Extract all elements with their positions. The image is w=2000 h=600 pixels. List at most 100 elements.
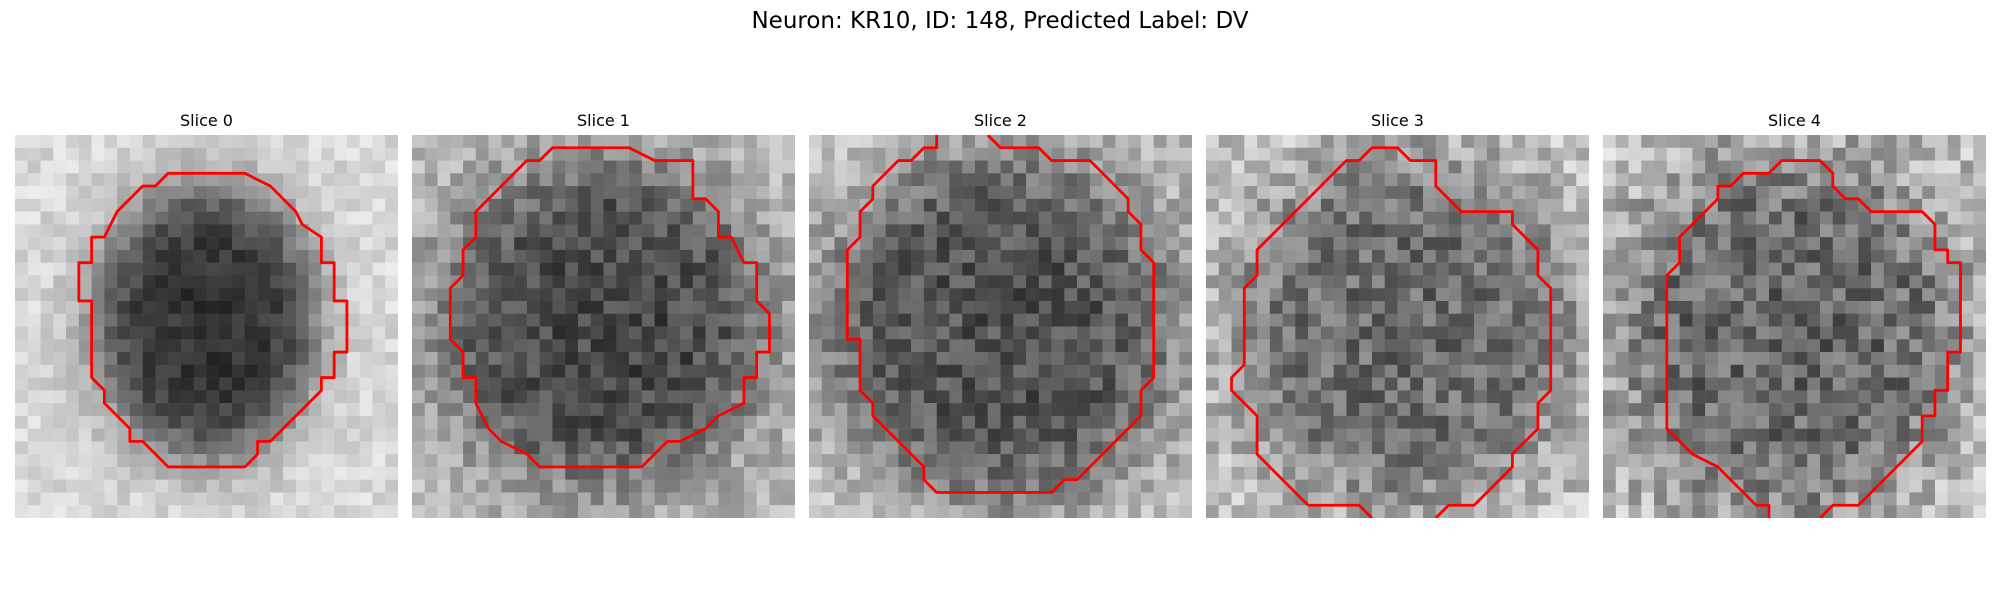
- image-pixel: [1525, 147, 1539, 161]
- image-pixel: [1102, 147, 1116, 161]
- image-pixel: [1883, 147, 1897, 161]
- image-pixel: [1628, 211, 1642, 225]
- image-pixel: [1295, 288, 1309, 302]
- image-pixel: [1257, 377, 1271, 391]
- image-pixel: [936, 479, 950, 493]
- image-pixel: [1206, 135, 1220, 149]
- image-pixel: [219, 275, 233, 289]
- image-pixel: [1218, 198, 1232, 212]
- image-pixel: [450, 390, 464, 404]
- image-pixel: [1807, 505, 1821, 518]
- image-pixel: [1781, 224, 1795, 238]
- image-pixel: [1628, 466, 1642, 480]
- image-pixel: [359, 262, 373, 276]
- image-pixel: [168, 160, 182, 174]
- image-pixel: [346, 135, 360, 149]
- image-pixel: [1206, 249, 1220, 263]
- image-pixel: [1973, 249, 1986, 263]
- image-pixel: [1384, 262, 1398, 276]
- image-pixel: [15, 454, 29, 468]
- image-pixel: [1756, 415, 1770, 429]
- image-pixel: [193, 237, 207, 251]
- image-pixel: [1359, 211, 1373, 225]
- image-pixel: [1512, 135, 1526, 149]
- image-pixel: [40, 198, 54, 212]
- image-pixel: [705, 288, 719, 302]
- image-pixel: [359, 288, 373, 302]
- image-pixel: [1705, 377, 1719, 391]
- image-pixel: [1397, 275, 1411, 289]
- image-pixel: [1768, 135, 1782, 149]
- image-pixel: [40, 249, 54, 263]
- image-pixel: [372, 173, 386, 187]
- image-pixel: [834, 415, 848, 429]
- image-pixel: [974, 313, 988, 327]
- image-pixel: [1397, 479, 1411, 493]
- image-pixel: [66, 428, 80, 442]
- image-pixel: [962, 352, 976, 366]
- image-pixel: [1576, 237, 1589, 251]
- image-pixel: [1077, 173, 1091, 187]
- image-pixel: [1858, 211, 1872, 225]
- image-pixel: [1448, 249, 1462, 263]
- image-pixel: [1384, 198, 1398, 212]
- image-pixel: [1244, 237, 1258, 251]
- image-pixel: [1474, 390, 1488, 404]
- image-pixel: [949, 377, 963, 391]
- image-pixel: [705, 135, 719, 149]
- image-pixel: [1461, 249, 1475, 263]
- image-pixel: [206, 492, 220, 506]
- image-pixel: [155, 211, 169, 225]
- image-pixel: [1692, 415, 1706, 429]
- image-pixel: [1371, 415, 1385, 429]
- image-pixel: [308, 492, 322, 506]
- image-pixel: [603, 326, 617, 340]
- image-pixel: [1794, 288, 1808, 302]
- image-pixel: [1858, 326, 1872, 340]
- image-pixel: [1320, 211, 1334, 225]
- image-pixel: [1026, 300, 1040, 314]
- image-pixel: [1666, 403, 1680, 417]
- image-pixel: [1537, 454, 1551, 468]
- image-pixel: [667, 505, 681, 518]
- image-pixel: [1615, 160, 1629, 174]
- image-pixel: [1730, 492, 1744, 506]
- image-pixel: [1525, 173, 1539, 187]
- image-pixel: [1051, 186, 1065, 200]
- image-pixel: [692, 275, 706, 289]
- image-pixel: [616, 275, 630, 289]
- image-pixel: [385, 300, 398, 314]
- image-pixel: [1781, 441, 1795, 455]
- image-pixel: [731, 288, 745, 302]
- image-pixel: [1461, 403, 1475, 417]
- image-pixel: [412, 186, 426, 200]
- slice-image-2: [809, 135, 1192, 518]
- image-pixel: [514, 326, 528, 340]
- image-pixel: [692, 135, 706, 149]
- image-pixel: [334, 390, 348, 404]
- image-pixel: [1934, 403, 1948, 417]
- image-pixel: [1346, 454, 1360, 468]
- image-pixel: [1666, 326, 1680, 340]
- image-pixel: [782, 275, 795, 289]
- image-pixel: [743, 237, 757, 251]
- image-pixel: [1973, 326, 1986, 340]
- image-pixel: [91, 428, 105, 442]
- image-pixel: [654, 326, 668, 340]
- image-pixel: [91, 505, 105, 518]
- image-pixel: [1679, 377, 1693, 391]
- image-pixel: [1832, 275, 1846, 289]
- image-pixel: [1308, 441, 1322, 455]
- image-pixel: [15, 211, 29, 225]
- image-pixel: [308, 428, 322, 442]
- image-pixel: [1244, 377, 1258, 391]
- image-pixel: [1295, 275, 1309, 289]
- image-pixel: [117, 441, 131, 455]
- image-pixel: [1576, 428, 1589, 442]
- image-pixel: [936, 211, 950, 225]
- image-pixel: [1705, 249, 1719, 263]
- image-pixel: [654, 505, 668, 518]
- image-pixel: [334, 326, 348, 340]
- image-pixel: [756, 415, 770, 429]
- image-pixel: [1206, 428, 1220, 442]
